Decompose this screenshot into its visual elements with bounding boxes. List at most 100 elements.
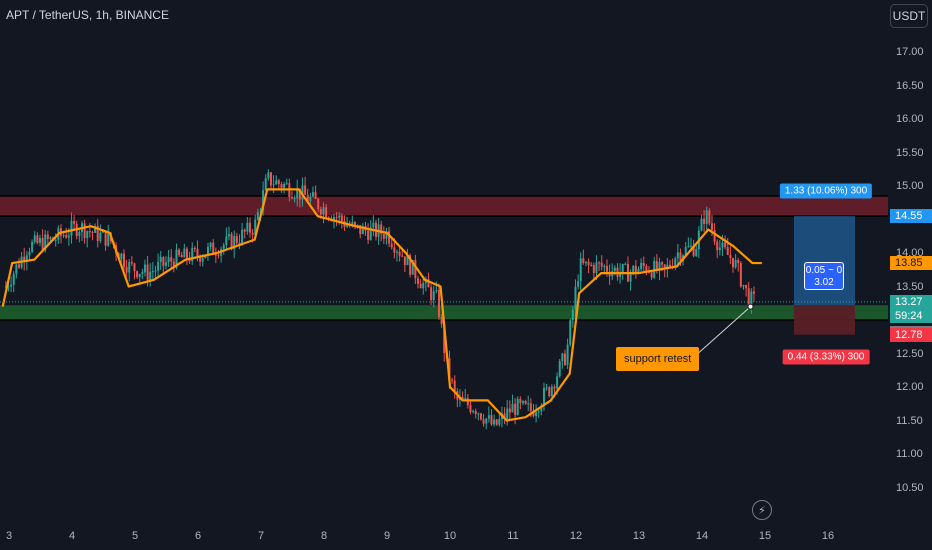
candle-body-3 [12,273,15,285]
candle-body-94 [251,232,254,235]
candle-body-265 [700,218,703,231]
candle-body-151 [401,255,404,257]
candle-body-174 [461,397,464,400]
candle-body-221 [584,261,587,264]
price-badge: 59:24 [890,309,932,323]
candle-body-232 [613,267,616,272]
candle-body-277 [731,257,734,268]
x-tick-label: 8 [320,530,328,542]
candle-body-103 [275,180,278,185]
candle-body-11 [33,235,36,242]
candle-body-182 [482,419,485,424]
candle-body-149 [395,251,398,253]
candle-body-209 [553,386,556,389]
x-tick-label: 14 [695,530,709,542]
candle-body-12 [36,235,39,243]
candle-body-57 [154,270,157,272]
candle-body-212 [561,353,564,362]
y-tick-label: 15.00 [896,180,924,192]
candle-body-133 [353,222,356,225]
candle-body-2 [10,284,13,287]
candle-body-48 [130,262,133,264]
candle-body-219 [579,258,582,282]
candle-body-243 [642,262,645,267]
candle-body-121 [322,207,325,215]
candle-body-91 [243,229,246,232]
candle-body-270 [713,230,716,242]
currency-button[interactable]: USDT [890,4,928,28]
candle-body-280 [739,263,742,287]
risk-reward-box[interactable]: 0.05 ~ 0 3.02 [804,262,844,290]
candle-body-255 [674,258,677,268]
stop-zone [794,305,855,335]
candle-body-152 [403,256,406,266]
candle-body-93 [248,222,251,233]
candle-body-170 [451,379,454,381]
candle-body-101 [269,172,272,186]
candle-body-246 [650,272,653,278]
candle-body-107 [285,183,288,185]
candle-body-126 [335,216,338,218]
y-tick-label: 15.50 [896,146,924,159]
candle-body-25 [70,221,73,236]
candle-body-241 [637,269,640,274]
candle-body-26 [73,221,76,224]
x-tick-label: 9 [383,530,391,542]
candle-body-62 [167,257,170,263]
candle-body-153 [406,255,409,266]
candle-body-79 [212,242,215,255]
ratio-line-1: 0.05 ~ 0 [805,265,843,276]
candle-body-201 [532,410,535,417]
candle-body-97 [259,211,262,213]
candle-body-242 [640,262,643,270]
candle-body-138 [367,230,370,240]
candle-body-275 [726,247,729,255]
candle-body-145 [385,231,388,239]
candle-body-227 [600,262,603,267]
candle-body-169 [448,358,451,380]
candle-body-208 [550,386,553,397]
lightning-bolt-icon[interactable]: ⚡ [752,500,772,520]
candle-body-111 [296,188,299,199]
candle-body-263 [695,248,698,256]
candle-body-144 [382,233,385,239]
candle-body-196 [519,398,522,404]
candle-body-203 [537,411,540,413]
candle-body-73 [196,248,199,257]
candle-body-77 [206,246,209,256]
candle-body-139 [369,227,372,240]
candle-body-165 [437,290,440,318]
candle-body-192 [508,408,511,413]
candle-body-135 [359,224,362,235]
x-tick-label: 6 [194,530,202,542]
candle-body-55 [149,271,152,281]
candle-body-7 [23,256,26,262]
support-retest-note[interactable]: support retest [616,347,700,371]
target-zone [794,216,855,306]
moving-average-line [1,188,762,422]
y-tick-label: 17.00 [896,46,924,58]
candle-body-58 [157,262,160,271]
candle-body-115 [306,194,309,202]
candle-body-51 [138,273,141,278]
x-tick-label: 5 [131,530,139,542]
candle-body-239 [632,265,635,273]
candle-body-50 [136,271,139,278]
candle-body-68 [183,248,186,258]
candle-body-157 [416,278,419,284]
candle-body-281 [742,284,745,287]
candle-body-88 [235,236,238,244]
candle-body-49 [133,263,136,272]
candle-body-143 [380,224,383,234]
target-label: 1.33 (10.06%) 300 [779,183,873,199]
candle-body-220 [582,258,585,264]
x-tick-label: 15 [758,530,772,542]
candle-body-177 [469,405,472,413]
candle-body-251 [663,264,666,270]
candle-body-252 [666,264,669,270]
candle-body-8 [25,255,28,262]
candle-body-164 [435,290,438,292]
candle-body-34 [94,225,97,233]
candle-body-222 [587,261,590,265]
